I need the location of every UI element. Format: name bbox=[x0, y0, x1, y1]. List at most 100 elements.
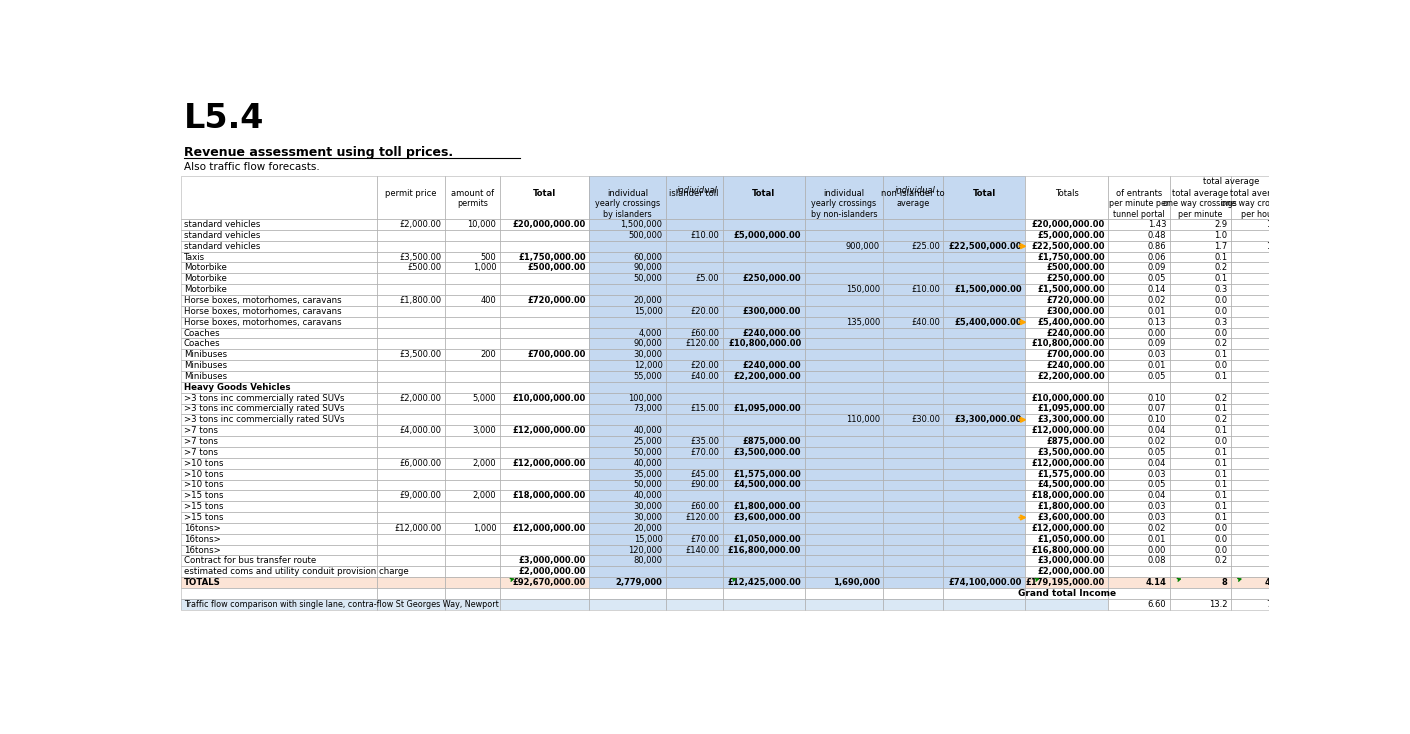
Bar bbox=[883, 436, 943, 447]
Text: £250,000.00: £250,000.00 bbox=[743, 275, 801, 283]
Text: £700,000.00: £700,000.00 bbox=[1046, 350, 1105, 359]
Text: one way crossings: one way crossings bbox=[1163, 200, 1237, 208]
Bar bbox=[723, 295, 805, 306]
Bar bbox=[666, 349, 723, 360]
Bar bbox=[589, 490, 666, 501]
Text: 0: 0 bbox=[1345, 545, 1351, 555]
Bar bbox=[883, 317, 943, 327]
Bar bbox=[1286, 230, 1354, 241]
Bar bbox=[666, 534, 723, 545]
Bar bbox=[180, 545, 378, 556]
Bar bbox=[589, 501, 666, 512]
Bar bbox=[723, 273, 805, 284]
Bar bbox=[180, 295, 378, 306]
Bar bbox=[805, 219, 883, 230]
Bar bbox=[446, 599, 499, 610]
Text: 370: 370 bbox=[1335, 318, 1351, 327]
Bar bbox=[883, 295, 943, 306]
Bar bbox=[723, 252, 805, 263]
Text: £240,000.00: £240,000.00 bbox=[743, 361, 801, 370]
Text: 2.9: 2.9 bbox=[1214, 220, 1228, 229]
Bar bbox=[589, 371, 666, 382]
Bar bbox=[378, 349, 446, 360]
Text: 60,000: 60,000 bbox=[633, 252, 663, 261]
Text: £1,050,000.00: £1,050,000.00 bbox=[1038, 534, 1105, 544]
Bar bbox=[666, 393, 723, 404]
Text: £5,000,000.00: £5,000,000.00 bbox=[1038, 231, 1105, 240]
Bar bbox=[446, 534, 499, 545]
Text: £18,000,000.00: £18,000,000.00 bbox=[1032, 491, 1105, 501]
Bar bbox=[1025, 588, 1108, 599]
Bar bbox=[1108, 338, 1169, 349]
Bar bbox=[666, 360, 723, 371]
Bar bbox=[883, 175, 943, 219]
Text: 0.1: 0.1 bbox=[1214, 459, 1228, 468]
Text: 6: 6 bbox=[1276, 481, 1282, 490]
Text: £20.00: £20.00 bbox=[691, 307, 719, 316]
Bar bbox=[1286, 349, 1354, 360]
Bar bbox=[180, 273, 378, 284]
Text: £12,000,000.00: £12,000,000.00 bbox=[513, 459, 587, 468]
Text: 9: 9 bbox=[1277, 556, 1282, 565]
Text: 50,000: 50,000 bbox=[633, 448, 663, 457]
Bar bbox=[1025, 230, 1108, 241]
Bar bbox=[883, 447, 943, 458]
Bar bbox=[943, 371, 1025, 382]
Bar bbox=[589, 404, 666, 415]
Bar bbox=[589, 284, 666, 295]
Bar bbox=[666, 512, 723, 523]
Text: 5: 5 bbox=[1277, 426, 1282, 435]
Bar bbox=[883, 479, 943, 490]
Bar bbox=[589, 425, 666, 436]
Text: 1: 1 bbox=[1277, 361, 1282, 370]
Bar bbox=[943, 588, 1025, 599]
Text: Grand total Income: Grand total Income bbox=[1018, 589, 1115, 598]
Text: 0.1: 0.1 bbox=[1214, 470, 1228, 479]
Bar bbox=[666, 577, 723, 588]
Text: £70.00: £70.00 bbox=[691, 448, 719, 457]
Text: Minibuses: Minibuses bbox=[183, 350, 227, 359]
Bar bbox=[943, 252, 1025, 263]
Bar bbox=[1025, 577, 1108, 588]
Bar bbox=[943, 469, 1025, 479]
Bar bbox=[499, 458, 589, 469]
Bar bbox=[180, 284, 378, 295]
Bar bbox=[723, 219, 805, 230]
Bar bbox=[180, 175, 378, 219]
Text: standard vehicles: standard vehicles bbox=[183, 231, 261, 240]
Text: £70.00: £70.00 bbox=[691, 534, 719, 544]
Text: individual: individual bbox=[606, 189, 649, 197]
Text: £1,500,000.00: £1,500,000.00 bbox=[1038, 285, 1105, 294]
Bar bbox=[499, 415, 589, 425]
Bar bbox=[1025, 263, 1108, 273]
Bar bbox=[805, 599, 883, 610]
Bar bbox=[943, 219, 1025, 230]
Bar bbox=[589, 469, 666, 479]
Bar bbox=[378, 317, 446, 327]
Bar bbox=[1025, 599, 1108, 610]
Text: 16tons>: 16tons> bbox=[183, 545, 220, 555]
Bar bbox=[378, 393, 446, 404]
Bar bbox=[1108, 404, 1169, 415]
Bar bbox=[180, 252, 378, 263]
Bar bbox=[1169, 382, 1231, 393]
Text: £20.00: £20.00 bbox=[691, 361, 719, 370]
Text: 4.14: 4.14 bbox=[1145, 578, 1166, 587]
Bar bbox=[883, 545, 943, 556]
Bar bbox=[180, 588, 378, 599]
Text: 0.1: 0.1 bbox=[1214, 481, 1228, 490]
Bar bbox=[1108, 360, 1169, 371]
Bar bbox=[943, 479, 1025, 490]
Bar bbox=[805, 382, 883, 393]
Bar bbox=[1286, 545, 1354, 556]
Bar bbox=[1169, 252, 1231, 263]
Text: 12,000: 12,000 bbox=[633, 361, 663, 370]
Bar bbox=[723, 425, 805, 436]
Text: Horse boxes, motorhomes, caravans: Horse boxes, motorhomes, caravans bbox=[183, 307, 341, 316]
Bar bbox=[883, 306, 943, 317]
Bar bbox=[378, 469, 446, 479]
Bar bbox=[805, 295, 883, 306]
Bar bbox=[883, 273, 943, 284]
Bar bbox=[446, 241, 499, 252]
Bar bbox=[666, 567, 723, 577]
